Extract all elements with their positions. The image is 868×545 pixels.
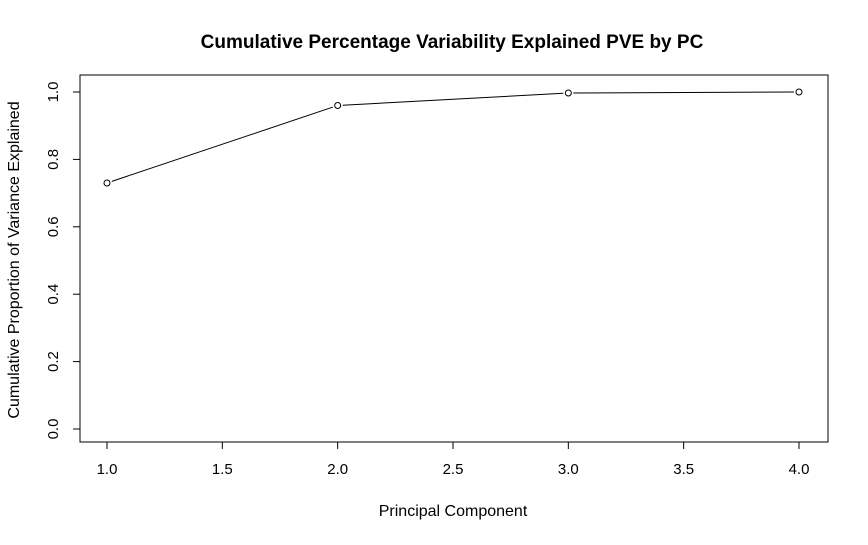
x-tick-label: 2.5 [443, 461, 464, 478]
x-axis-label: Principal Component [379, 503, 528, 520]
y-tick-label: 0.0 [45, 419, 62, 440]
x-tick-label: 3.0 [558, 461, 579, 478]
y-tick-label: 0.2 [45, 351, 62, 372]
x-tick-label: 1.5 [212, 461, 233, 478]
data-point [103, 179, 111, 187]
y-axis-label: Cumulative Proportion of Variance Explai… [6, 101, 23, 418]
y-tick-label: 0.8 [45, 149, 62, 170]
data-point [564, 89, 572, 97]
x-tick-label: 2.0 [327, 461, 348, 478]
chart-title: Cumulative Percentage Variability Explai… [201, 32, 704, 53]
y-tick-label: 0.6 [45, 216, 62, 237]
series-line-segment [342, 92, 564, 106]
y-tick-label: 1.0 [45, 82, 62, 103]
x-tick-label: 4.0 [789, 461, 810, 478]
x-tick-label: 1.0 [97, 461, 118, 478]
series-line-segment [573, 91, 795, 94]
y-axis: 0.0 0.2 0.4 0.6 0.8 1.0 [45, 82, 81, 440]
plot-frame [79, 74, 829, 443]
data-point [795, 88, 803, 96]
x-tick-label: 3.5 [673, 461, 694, 478]
y-tick-label: 0.4 [45, 284, 62, 305]
series-layer [103, 88, 803, 187]
x-axis: 1.0 1.5 2.0 2.5 3.0 3.5 4.0 [97, 441, 810, 478]
series-line-segment [111, 106, 334, 182]
data-point [334, 101, 342, 109]
